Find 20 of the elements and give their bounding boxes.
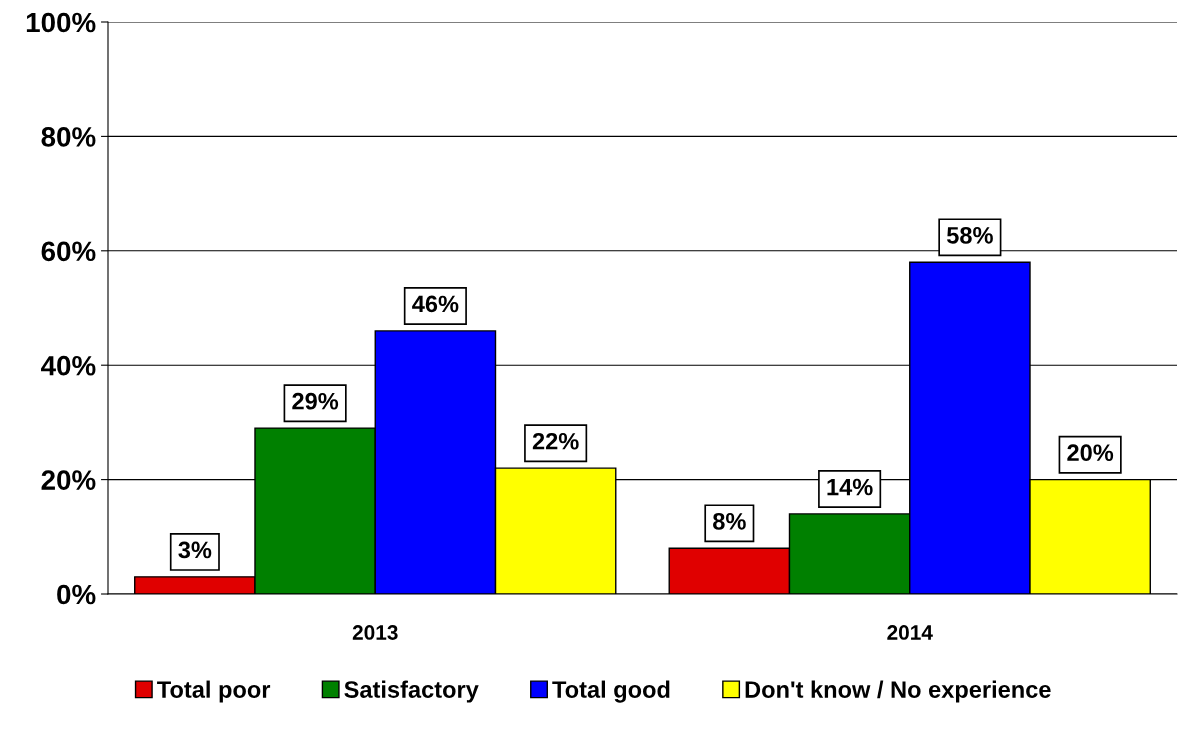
- y-tick-label: 40%: [41, 355, 96, 376]
- data-label: 22%: [532, 432, 579, 450]
- legend-label: Total good: [552, 680, 670, 703]
- y-tick-label: 60%: [41, 241, 96, 262]
- x-tick-label: 2014: [887, 625, 933, 640]
- y-tick-label: 100%: [26, 12, 96, 33]
- data-label: 20%: [1067, 444, 1114, 462]
- data-label: 58%: [946, 226, 993, 244]
- data-label: 14%: [827, 478, 873, 496]
- data-label: 46%: [412, 295, 459, 313]
- data-label: 8%: [713, 512, 746, 530]
- legend-label: Satisfactory: [344, 680, 479, 703]
- y-tick-label: 0%: [57, 584, 96, 605]
- legend-label: Don't know / No experience: [745, 680, 1051, 703]
- data-label: 29%: [292, 392, 339, 410]
- data-label: 3%: [178, 541, 212, 559]
- y-tick-label: 20%: [41, 470, 96, 490]
- legend-label: Total poor: [157, 680, 271, 703]
- y-tick-label: 80%: [41, 127, 96, 147]
- x-tick-label: 2013: [352, 625, 398, 640]
